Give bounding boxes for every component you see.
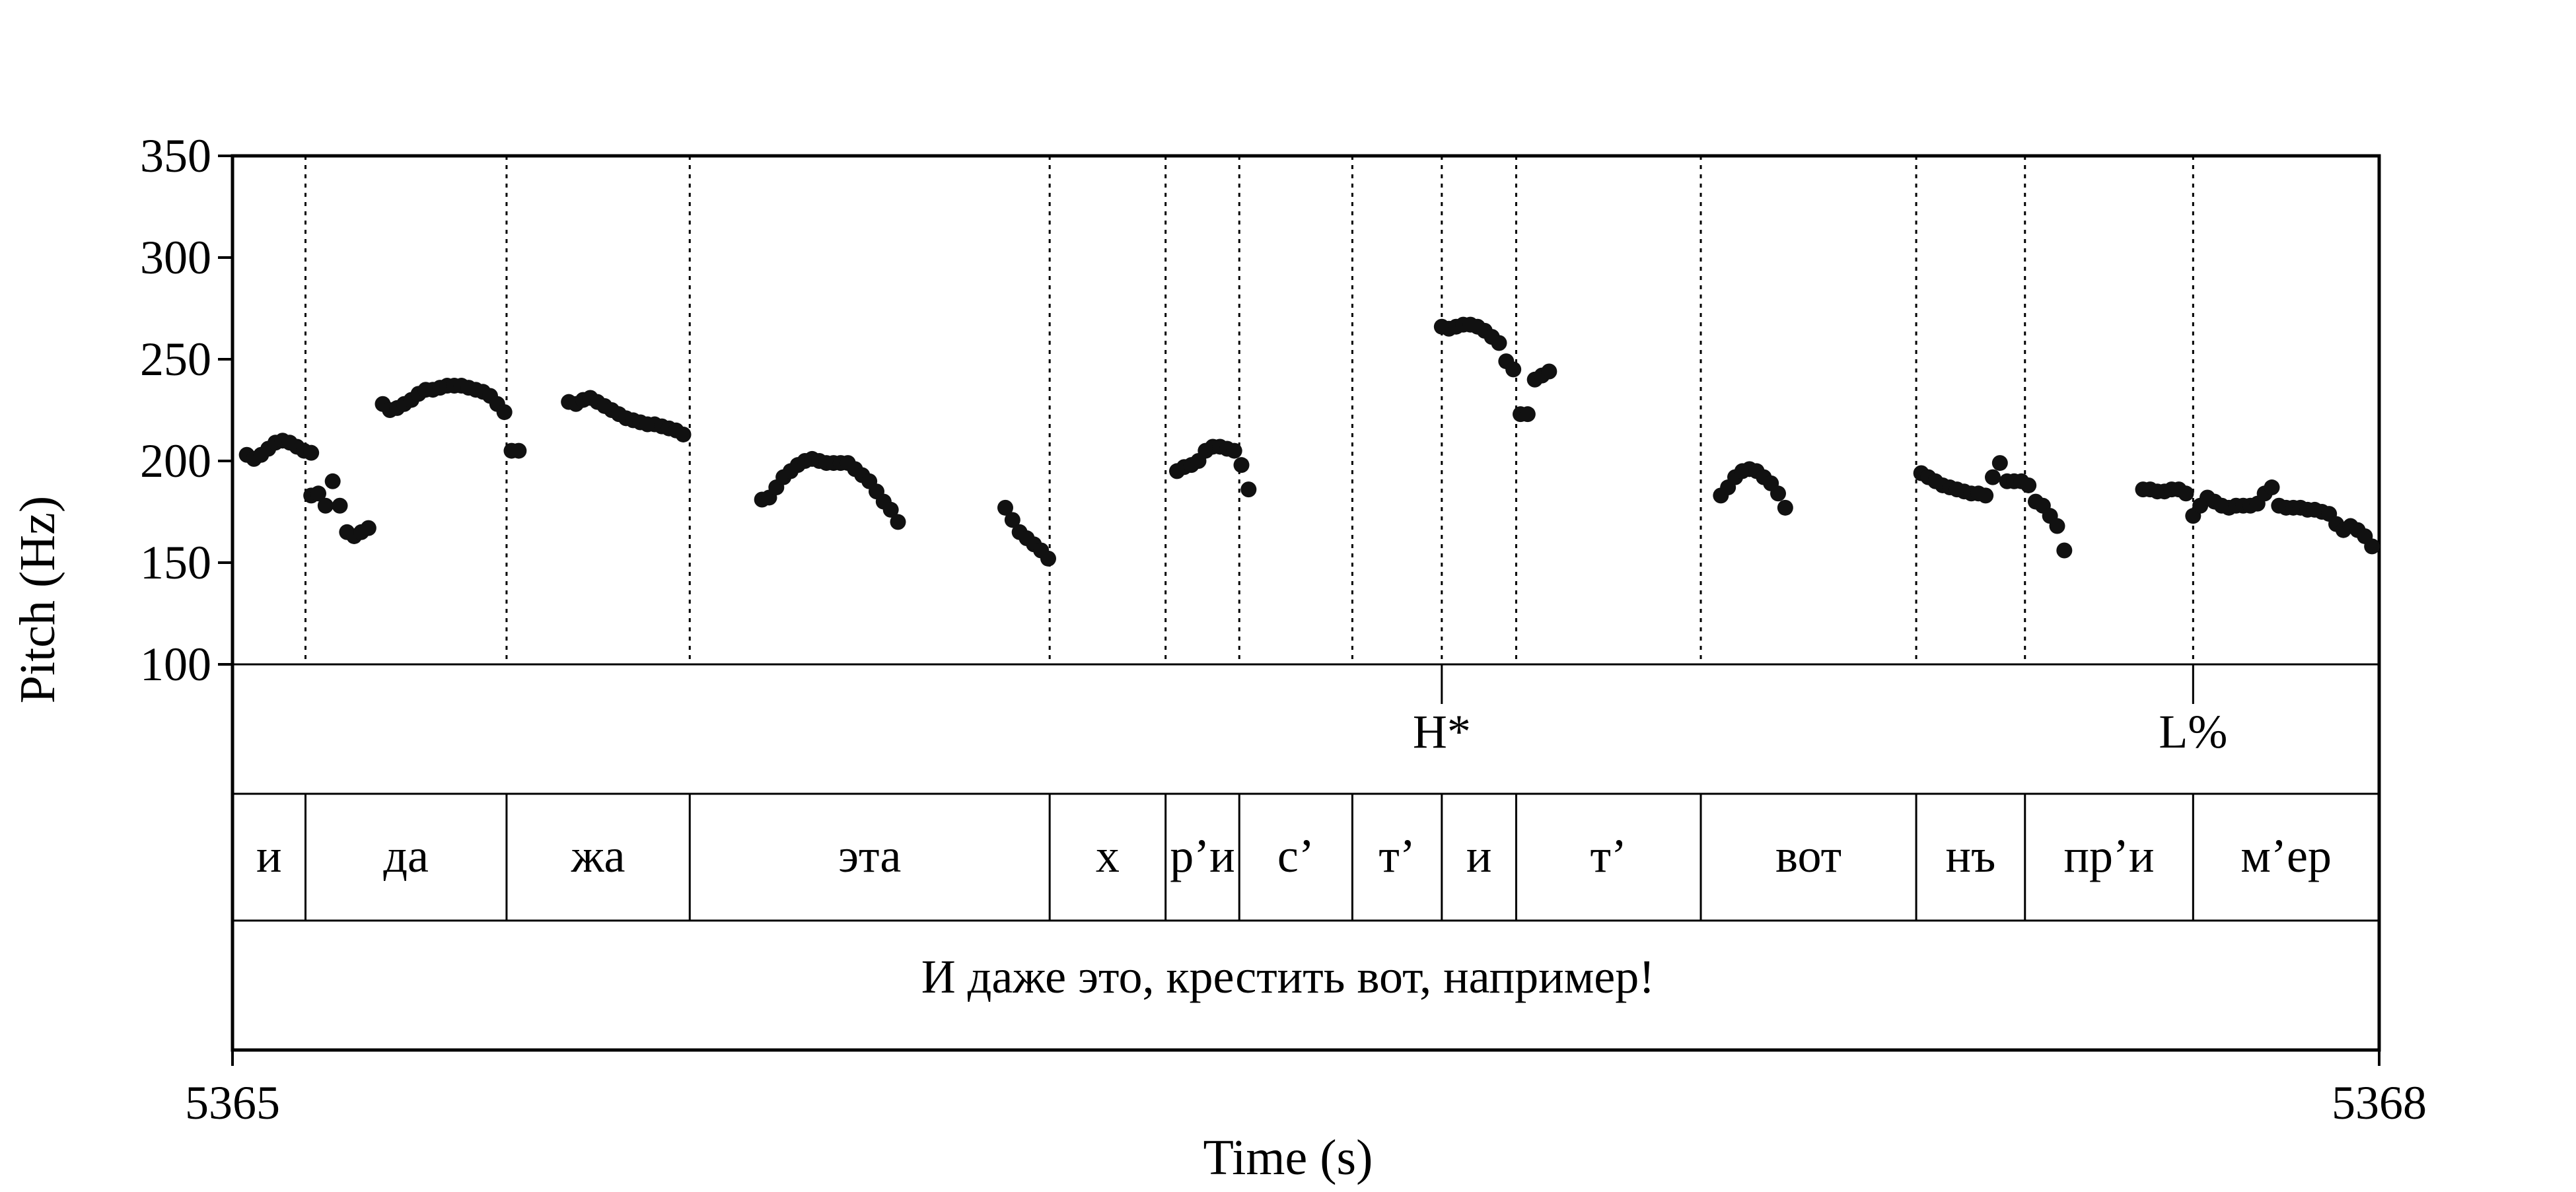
segment-label: с’ (1277, 829, 1314, 882)
sentence-label: И даже это, крестить вот, например! (921, 950, 1655, 1003)
segment-label: да (383, 829, 429, 882)
pitch-point (1040, 550, 1056, 567)
segment-label: пр’и (2064, 829, 2155, 882)
pitch-point (360, 520, 376, 536)
x-tick-label: 5368 (2332, 1076, 2427, 1129)
pitch-point (310, 485, 326, 502)
pitch-point (1491, 335, 1507, 351)
y-tick-label: 100 (140, 638, 211, 691)
pitch-point (1240, 481, 1257, 498)
pitch-point (882, 501, 899, 518)
pitch-point (1505, 361, 1522, 378)
segment-label: х (1096, 829, 1120, 882)
pitch-point (2049, 518, 2065, 534)
y-axis-title: Pitch (Hz) (10, 496, 65, 703)
pitch-point (1978, 487, 1994, 504)
x-tick-label: 5365 (185, 1076, 280, 1129)
plot-frame (231, 154, 2381, 1052)
pitch-point (496, 404, 513, 421)
segment-label: жа (571, 829, 626, 882)
pitch-point (2364, 538, 2380, 555)
x-axis-title: Time (s) (1203, 1130, 1373, 1185)
tier-frame (231, 154, 2381, 1052)
pitch-point (1541, 363, 1557, 380)
pitch-point (324, 473, 341, 489)
segment-label: р’и (1170, 829, 1235, 882)
tone-label: L% (2159, 705, 2227, 758)
y-tick-label: 300 (140, 231, 211, 284)
pitch-point (2264, 479, 2280, 496)
pitch-point (1004, 512, 1020, 528)
pitch-point (1777, 499, 1793, 516)
pitch-point (317, 497, 334, 514)
pitch-point (675, 426, 692, 442)
segment-label: вот (1775, 829, 1842, 882)
pitch-point (511, 442, 527, 459)
y-axis: 100 150 200 250 300 350 (140, 129, 233, 691)
pitch-point (2056, 542, 2073, 559)
y-tick-label: 200 (140, 435, 211, 487)
pitch-point (1226, 442, 1242, 459)
segment-label: и (256, 829, 282, 882)
pitch-point (2021, 477, 2037, 493)
pitch-point (890, 514, 906, 530)
y-tick-label: 250 (140, 333, 211, 386)
segment-label: эта (838, 829, 901, 882)
pitch-point (332, 497, 348, 514)
tone-label: H* (1413, 705, 1471, 758)
pitch-point (1519, 406, 1536, 423)
y-tick-label: 150 (140, 536, 211, 589)
tone-tier: H* L% (1413, 664, 2227, 758)
pitch-point (1985, 469, 2001, 485)
boundary-lines (304, 156, 2194, 921)
segment-label: т’ (1378, 829, 1415, 882)
segment-label: т’ (1591, 829, 1627, 882)
pitch-point (1991, 455, 2008, 472)
segment-label: м’ер (2240, 829, 2332, 882)
segment-tier: и да жа эта х р’и с’ т’ и т’ вот нъ пр’и м’ер (256, 829, 2332, 882)
segment-label: и (1466, 829, 1492, 882)
pitch-point (997, 499, 1013, 516)
y-tick-label: 350 (140, 129, 211, 182)
pitch-point (303, 444, 320, 461)
pitch-point (2178, 485, 2194, 502)
pitch-points (238, 316, 2380, 567)
x-axis: 5365 5368 (185, 1050, 2427, 1129)
segment-label: нъ (1946, 829, 1996, 882)
pitch-point (1770, 485, 1786, 502)
pitch-point (1233, 457, 1250, 473)
